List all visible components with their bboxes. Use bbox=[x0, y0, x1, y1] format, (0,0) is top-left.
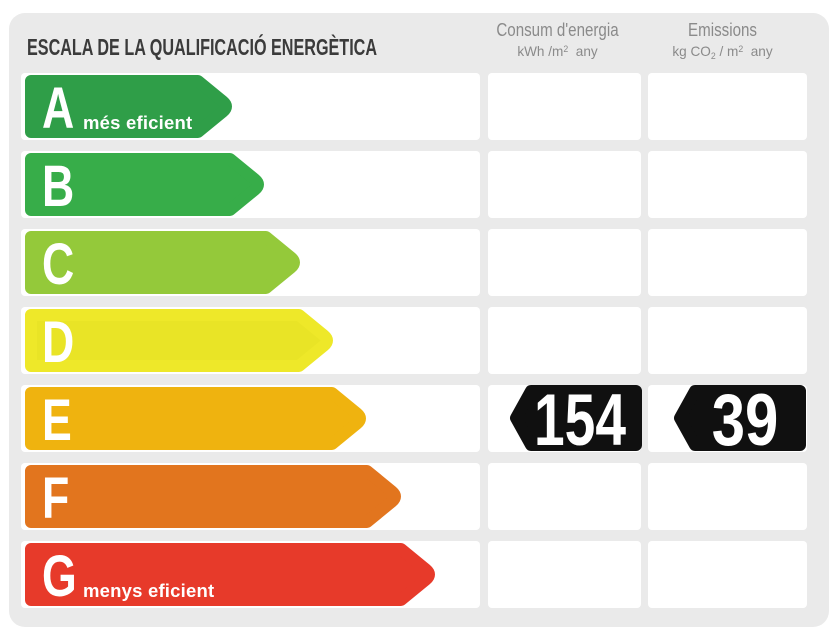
svg-text:39: 39 bbox=[712, 380, 779, 461]
svg-text:154: 154 bbox=[534, 378, 626, 460]
